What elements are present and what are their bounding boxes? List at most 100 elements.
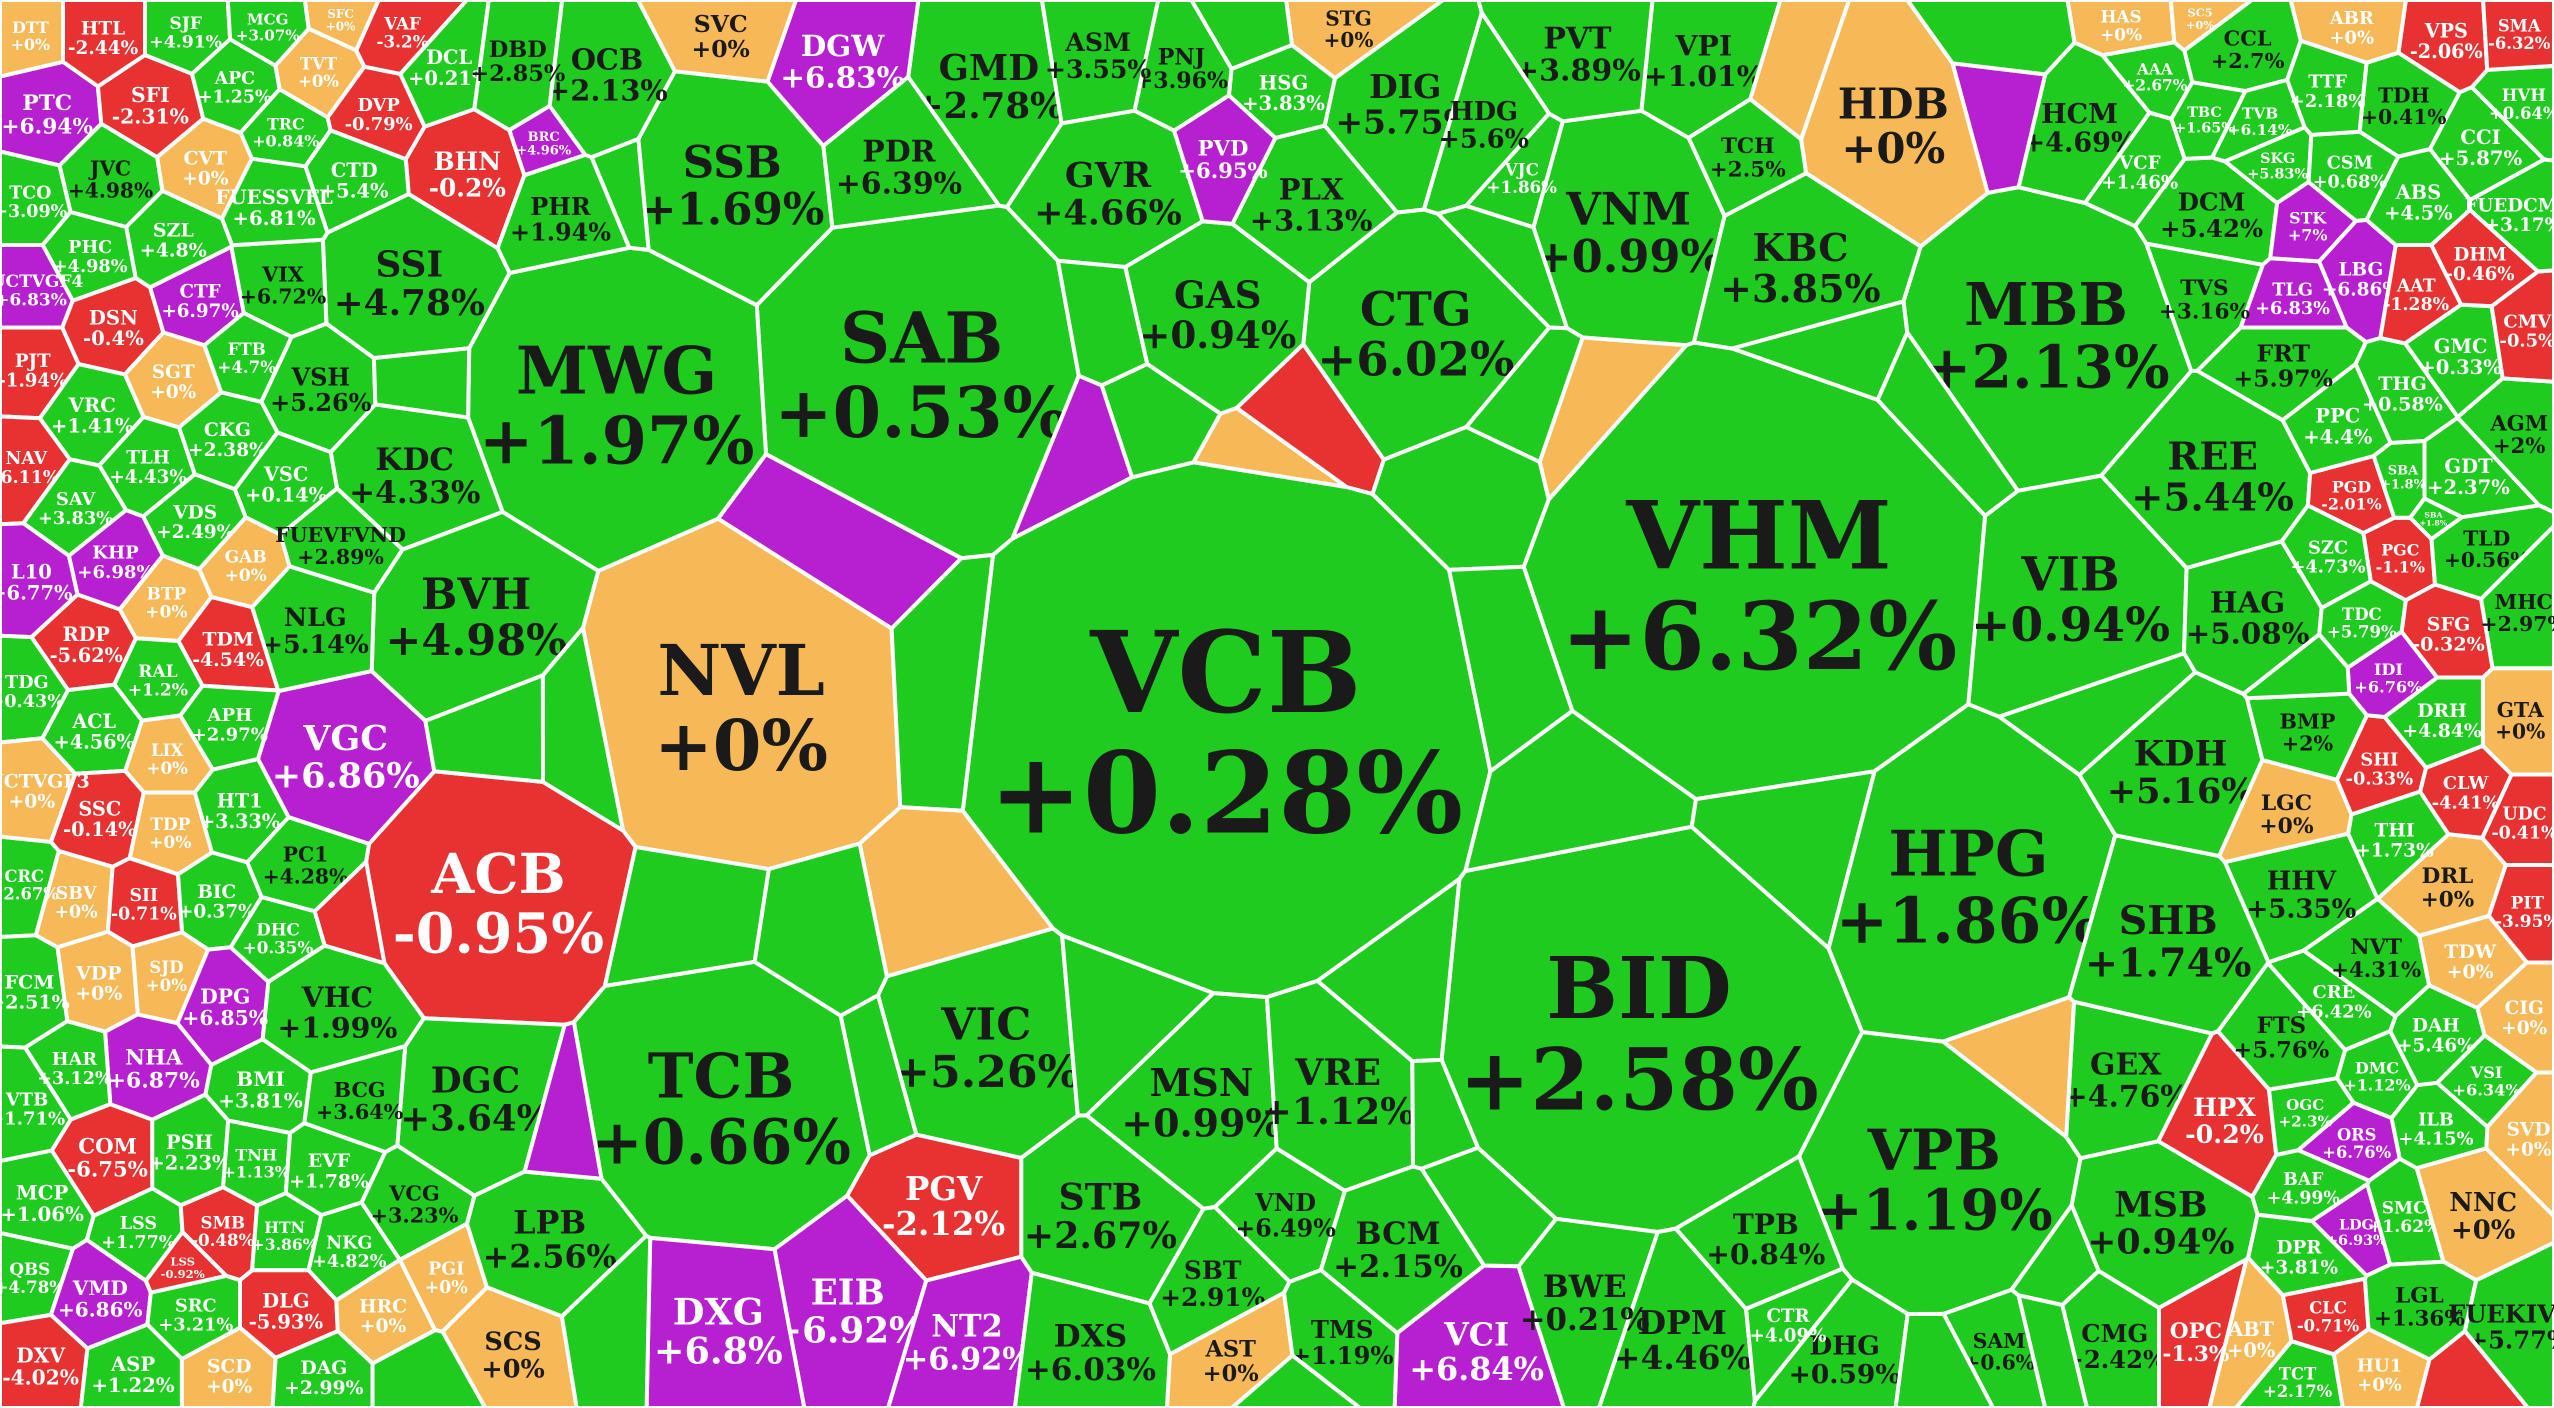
stock-cell-scs[interactable]: SCS+0% [440, 1285, 579, 1408]
stock-cell-vhc[interactable]: VHC+1.99% [260, 943, 426, 1075]
stock-cell-ctr[interactable]: CTR+4.09% [1744, 1266, 1854, 1404]
stock-cell-vpb[interactable]: VPB+1.19% [1797, 1030, 2083, 1316]
stock-cell-aat[interactable]: AAT-1.28% [2378, 243, 2464, 346]
stock-cell-pvt[interactable]: PVT+3.89% [1476, 0, 1655, 124]
stock-cell-aph[interactable]: APH+2.97% [178, 683, 281, 772]
stock-cell-scd[interactable]: SCD+0% [179, 1325, 278, 1408]
stock-cell-nha[interactable]: NHA+6.87% [103, 1012, 214, 1122]
stock-cell-lbg[interactable]: LBG+6.86% [2317, 217, 2400, 344]
stock-cell-msn[interactable]: MSN+0.99% [1084, 991, 1282, 1211]
stock-cell-fuctvgf4[interactable]: FUCTVGF4+6.83% [0, 243, 84, 330]
stock-cell-gdt[interactable]: GDT+2.37% [2422, 415, 2542, 520]
stock-cell-vib[interactable]: VIB+0.94% [1966, 473, 2189, 719]
stock-cell-ht1[interactable]: HT1+3.33% [192, 757, 291, 865]
stock-cell-tcb[interactable]: TCB+0.66% [571, 959, 872, 1252]
stock-cell-dah[interactable]: DAH+5.46% [2388, 983, 2487, 1088]
stock-cell-ssi[interactable]: SSI+4.78% [320, 192, 512, 361]
stock-cell-sam[interactable]: SAM+0.6% [1941, 1287, 2048, 1408]
stock-cell-gmc[interactable]: GMC+0.33% [2403, 302, 2505, 419]
stock-cell-ctg[interactable]: CTG+6.02% [1301, 207, 1552, 462]
stock-cell-has[interactable]: HAS+0% [2065, 0, 2177, 58]
stock-cell-hpx[interactable]: HPX-0.2% [2156, 1029, 2279, 1199]
stock-cell-sjf[interactable]: SJF+4.91% [143, 0, 233, 76]
stock-cell-evf[interactable]: EVF+1.78% [283, 1121, 388, 1218]
stock-cell-dpm[interactable]: DPM+4.46% [1597, 1226, 1757, 1408]
stock-cell-pdr[interactable]: PDR+6.39% [821, 75, 1001, 230]
stock-cell-bvh[interactable]: BVH+4.98% [369, 509, 601, 723]
stock-cell-opc[interactable]: OPC-1.3% [2157, 1257, 2249, 1408]
stock-cell-pnj[interactable]: PNJ+3.96% [1132, 0, 1234, 133]
stock-cell-sii[interactable]: SII-0.71% [105, 856, 185, 949]
stock-cell-dbd[interactable]: DBD+2.85% [470, 0, 565, 133]
stock-cell-ast[interactable]: AST+0% [1165, 1290, 1295, 1408]
stock-cell-kbc[interactable]: KBC+3.85% [1691, 171, 1923, 351]
stock-cell-thg[interactable]: THG+0.58% [2353, 336, 2460, 445]
stock-cell-fuekiv30[interactable]: FUEKIV30+5.77% [2448, 1240, 2554, 1408]
stock-cell-htl[interactable]: HTL-2.44% [61, 0, 147, 89]
stock-cell-har[interactable]: HAR+3.12% [23, 1019, 113, 1122]
stock-cell-fuctvgf3[interactable]: FUCTVGF3+0% [0, 736, 90, 844]
stock-cell-mbb[interactable]: MBB+2.13% [1901, 185, 2194, 493]
stock-cell-fuevfvnd[interactable]: FUEVFVND+2.89% [275, 486, 406, 595]
stock-cell-dlg[interactable]: DLG-5.93% [238, 1268, 340, 1360]
stock-cell-brc[interactable]: BRC+4.96% [507, 104, 588, 178]
stock-cell-dhc[interactable]: DHC+0.35% [228, 895, 327, 984]
stock-cell-trc[interactable]: TRC+0.84% [238, 87, 333, 169]
stock-cell-sc5[interactable]: SC5+0% [2168, 0, 2254, 53]
stock-cell-bid[interactable]: BID+2.58% [1439, 824, 1865, 1234]
stock-cell-tco[interactable]: TCO+3.09% [0, 149, 73, 247]
stock-cell-hdb[interactable]: HDB+0% [1799, 0, 1990, 249]
stock-cell-sab[interactable]: SAB+0.53% [754, 203, 1081, 561]
stock-cell-acb[interactable]: ACB-0.95% [364, 769, 638, 1027]
stock-cell-svc[interactable]: SVC+0% [636, 0, 798, 84]
stock-cell-bwe[interactable]: BWE+0.21% [1516, 1216, 1660, 1408]
stock-cell-mcg[interactable]: MCG+3.07% [225, 0, 311, 68]
stock-cell-ogc[interactable]: OGC+2.3% [2267, 1076, 2356, 1157]
stock-cell-tct[interactable]: TCT+2.17% [2233, 1339, 2345, 1408]
stock-cell-hpg[interactable]: HPG+1.86% [1826, 702, 2118, 1044]
stock-cell-vcf[interactable]: VCF+1.46% [2083, 110, 2187, 229]
stock-cell-bcm[interactable]: BCM+2.15% [1318, 1164, 1487, 1336]
stock-cell-vrc[interactable]: VRC+1.41% [37, 362, 146, 468]
stock-cell-bmp[interactable]: BMP+2% [2245, 691, 2369, 782]
stock-cell-mwg[interactable]: MWG+1.97% [466, 245, 768, 573]
stock-cell-fts[interactable]: FTS+5.76% [2216, 961, 2348, 1092]
stock-cell-vjc[interactable]: VJC+1.86% [1464, 111, 1565, 230]
stock-cell-sfg[interactable]: SFG-0.32% [2399, 582, 2495, 680]
stock-cell-svd[interactable]: SVD+0% [2484, 1070, 2554, 1219]
stock-cell-bmi[interactable]: BMI+3.81% [203, 1037, 313, 1135]
stock-cell-ttf[interactable]: TTF+2.18% [2285, 38, 2369, 137]
stock-cell-fuessvfl[interactable]: FUESSVFL+6.81% [215, 156, 333, 248]
stock-cell-csm[interactable]: CSM+0.68% [2306, 129, 2401, 223]
stock-cell-vnm[interactable]: VNM+0.99% [1531, 108, 1727, 348]
stock-cell-psh[interactable]: PSH+2.23% [149, 1092, 231, 1208]
stock-cell-lgl[interactable]: LGL+1.36% [2362, 1259, 2479, 1362]
stock-cell-shb[interactable]: SHB+1.74% [2067, 833, 2271, 1036]
stock-cell-pgi[interactable]: PGI+0% [397, 1221, 489, 1334]
stock-cell-smb[interactable]: SMB-0.48% [178, 1185, 260, 1283]
stock-cell-hdg[interactable]: HDG+5.6% [1422, 10, 1551, 216]
stock-cell-baf[interactable]: BAF+4.99% [2250, 1148, 2372, 1223]
stock-cell-hhv[interactable]: HHV+5.35% [2223, 831, 2380, 965]
stock-cell-vix[interactable]: VIX+6.72% [229, 237, 329, 339]
stock-cell-nvl[interactable]: NVL+0% [581, 516, 903, 872]
stock-cell-gex[interactable]: GEX+4.76% [2063, 999, 2215, 1161]
stock-cell-vcg[interactable]: VCG+3.23% [359, 1143, 477, 1262]
stock-cell-tdp[interactable]: TDP+0% [127, 790, 214, 877]
stock-cell-gab[interactable]: GAB+0% [197, 515, 292, 610]
stock-cell-thi[interactable]: THI+1.73% [2346, 789, 2451, 901]
stock-cell-l10[interactable]: L10+6.77% [0, 521, 80, 640]
stock-cell-sba[interactable]: SBA+1.8% [2408, 496, 2464, 541]
stock-cell-sfc[interactable]: SFC+0% [302, 0, 381, 53]
stock-cell-mhc[interactable]: MHC+2.97% [2479, 524, 2554, 671]
stock-cell-ree[interactable]: REE+5.44% [2099, 368, 2313, 570]
stock-cell-abr[interactable]: ABR+0% [2288, 0, 2408, 65]
stock-cell-plx[interactable]: PLX+3.13% [1230, 123, 1400, 285]
stock-cell-tbc[interactable]: TBC+1.65% [2169, 80, 2248, 161]
stock-cell-cig[interactable]: CIG+0% [2475, 960, 2554, 1075]
stock-cell-fuedcmid[interactable]: FUEDCMID+3.17% [2464, 157, 2554, 274]
stock-cell-phc[interactable]: PHC+4.98% [40, 210, 138, 303]
stock-cell-sma[interactable]: SMA-6.32% [2481, 0, 2554, 72]
stock-cell-frt[interactable]: FRT+5.97% [2195, 325, 2368, 423]
stock-cell-ilb[interactable]: ILB+4.15% [2389, 1080, 2490, 1171]
